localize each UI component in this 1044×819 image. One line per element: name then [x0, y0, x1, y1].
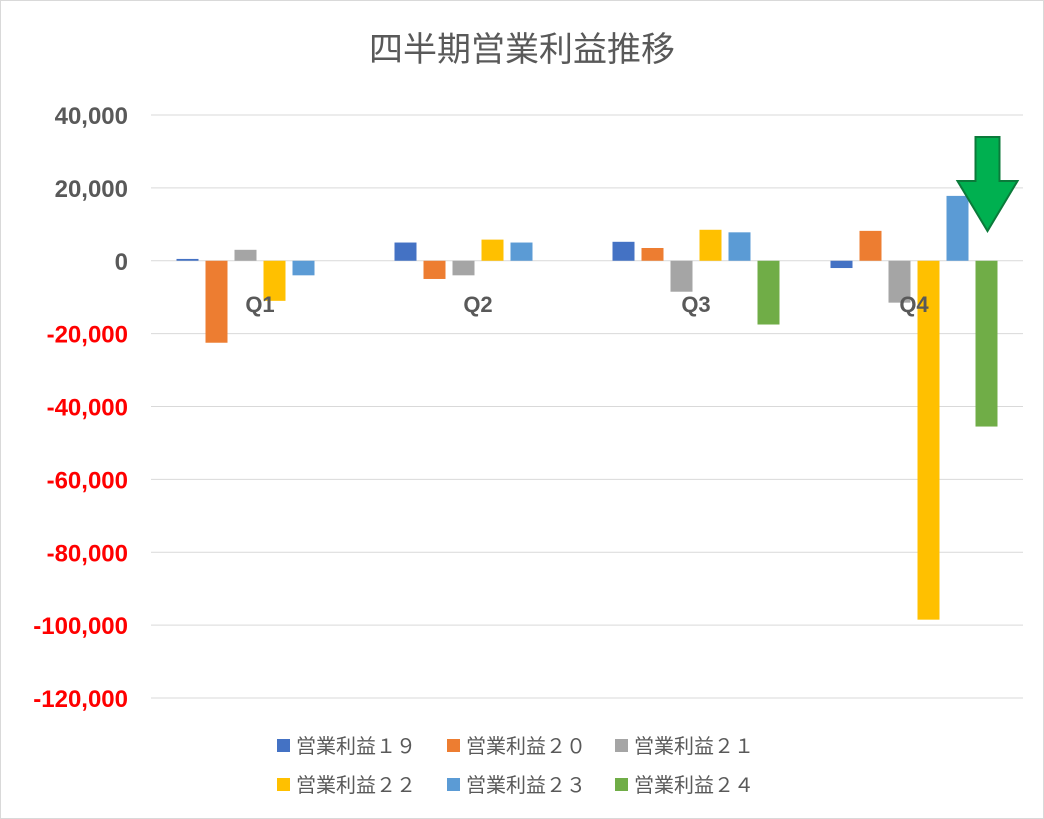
legend-swatch	[277, 739, 290, 752]
category-label-q1: Q1	[245, 292, 274, 317]
legend-item: 営業利益２３	[447, 773, 586, 797]
legend: 営業利益１９ 営業利益２０ 営業利益２１ 営業利益２２ 営業利益２３ 営業利益２４	[277, 734, 754, 797]
y-tick-label: -60,000	[47, 467, 128, 494]
y-tick-label: -20,000	[47, 322, 128, 349]
legend-swatch	[447, 739, 460, 752]
bar-q2-series-2	[423, 260, 446, 279]
bar-q3-series-4	[699, 229, 722, 261]
bar-q3-series-2	[641, 247, 664, 261]
legend-swatch	[277, 778, 290, 791]
legend-swatch	[615, 778, 628, 791]
bar-q1-series-2	[205, 260, 228, 343]
bar-q4-series-6	[975, 260, 998, 427]
bar-q3-series-1	[612, 241, 635, 261]
bar-q3-series-6	[757, 260, 780, 325]
bars	[176, 195, 998, 620]
legend-item: 営業利益２２	[277, 773, 416, 797]
legend-item: 営業利益２１	[615, 734, 754, 758]
y-tick-label: -40,000	[47, 395, 128, 422]
annotation	[955, 136, 1020, 233]
bar-q1-series-4	[263, 260, 286, 301]
bar-q3-series-3	[670, 260, 693, 292]
bar-q4-series-2	[859, 230, 882, 261]
legend-label: 営業利益２３	[466, 773, 586, 797]
bar-q4-series-4	[917, 260, 940, 620]
y-tick-label: -100,000	[33, 613, 128, 640]
legend-item: 営業利益２４	[615, 773, 754, 797]
y-tick-label: 20,000	[55, 176, 128, 203]
y-axis-ticks: 40,000 20,000 0 -20,000 -40,000 -60,000 -80,00…	[33, 103, 128, 713]
y-tick-label: 40,000	[55, 103, 128, 130]
legend-swatch	[447, 778, 460, 791]
gridlines	[151, 114, 1023, 699]
down-arrow-icon	[955, 136, 1020, 233]
bar-q1-series-1	[176, 258, 199, 261]
bar-q2-series-3	[452, 260, 475, 276]
category-labels: Q1 Q2 Q3 Q4	[245, 292, 929, 317]
bar-q2-series-1	[394, 242, 417, 261]
legend-swatch	[615, 739, 628, 752]
bar-q1-series-5	[292, 260, 315, 276]
bar-q1-series-3	[234, 249, 257, 261]
category-label-q4: Q4	[899, 292, 929, 317]
category-label-q3: Q3	[681, 292, 710, 317]
y-tick-label: -120,000	[33, 686, 128, 713]
chart-title: 四半期営業利益推移	[369, 30, 675, 70]
legend-label: 営業利益２１	[634, 734, 754, 758]
bar-q4-series-5	[946, 195, 969, 261]
y-tick-label: -80,000	[47, 540, 128, 567]
bar-q2-series-4	[481, 239, 504, 261]
y-tick-label: 0	[115, 249, 128, 276]
bar-q4-series-1	[830, 260, 853, 269]
legend-item: 営業利益２０	[447, 734, 586, 758]
bar-q3-series-5	[728, 232, 751, 261]
legend-label: 営業利益２０	[466, 734, 586, 758]
legend-label: 営業利益２４	[634, 773, 754, 797]
legend-label: 営業利益１９	[296, 734, 416, 758]
legend-label: 営業利益２２	[296, 773, 416, 797]
category-label-q2: Q2	[463, 292, 492, 317]
legend-item: 営業利益１９	[277, 734, 416, 758]
bar-q4-series-3	[888, 260, 911, 303]
bar-q2-series-5	[510, 242, 533, 261]
